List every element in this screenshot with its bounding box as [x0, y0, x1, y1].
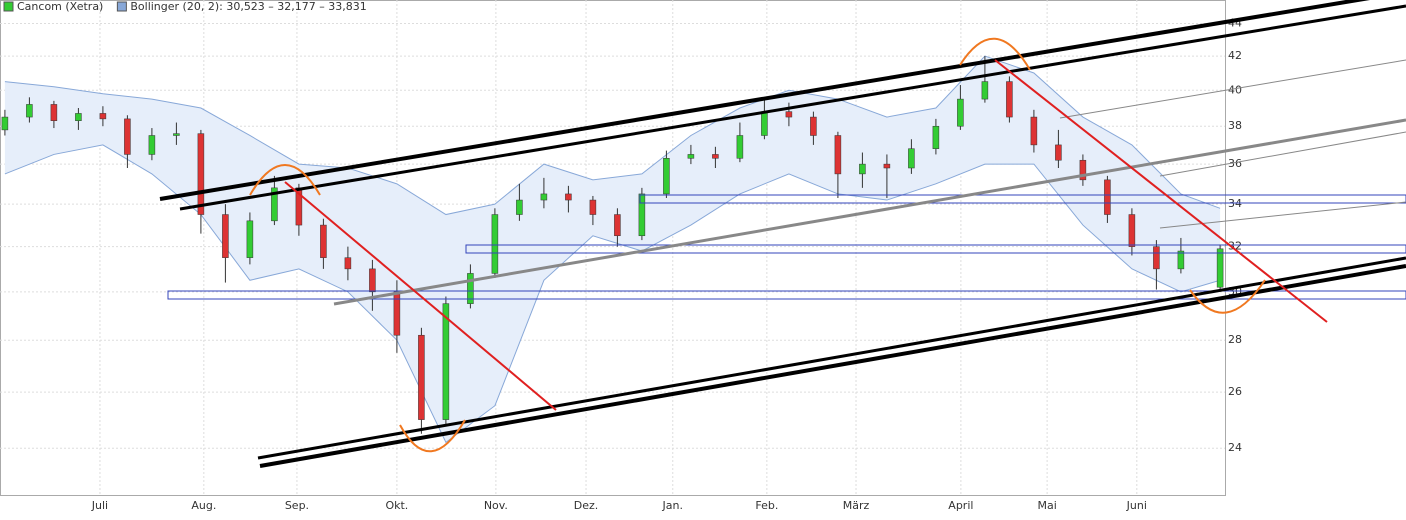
candle-body — [75, 113, 82, 121]
x-tick-label: Dez. — [574, 499, 599, 512]
y-tick-label: 28 — [1228, 333, 1242, 346]
candle-body — [1030, 116, 1038, 146]
legend: Cancom (Xetra) Bollinger (20, 2): 30,523 … — [3, 0, 367, 13]
candle-body — [418, 334, 425, 420]
candle-body — [442, 303, 450, 420]
x-tick-label: Nov. — [484, 499, 508, 512]
x-tick-label: Juni — [1126, 499, 1147, 512]
candle-body — [344, 257, 352, 270]
x-tick-label: Okt. — [385, 499, 408, 512]
candle-body — [369, 268, 376, 293]
x-tick-label: Juli — [91, 499, 108, 512]
candle-body — [712, 154, 719, 159]
candle-body — [638, 193, 646, 237]
candle-body — [614, 214, 621, 237]
x-tick-label: April — [948, 499, 973, 512]
candle-body — [50, 104, 58, 121]
candle-body — [246, 220, 254, 258]
candle-body — [222, 214, 229, 258]
candle-body — [834, 135, 842, 175]
x-tick-label: Jan. — [662, 499, 683, 512]
candle-body — [173, 133, 180, 136]
candle-body — [981, 81, 989, 100]
candle-body — [320, 224, 327, 258]
candle-body — [1079, 159, 1087, 181]
y-tick-label: 32 — [1228, 240, 1242, 253]
x-tick-label: Aug. — [191, 499, 216, 512]
candle-body — [491, 214, 499, 274]
candle-body — [859, 163, 866, 175]
x-tick-label: Feb. — [755, 499, 778, 512]
y-tick-label: 36 — [1228, 157, 1242, 170]
y-tick-label: 26 — [1228, 385, 1242, 398]
candle-body — [467, 273, 474, 304]
candle-body — [1055, 144, 1062, 161]
candle-body — [761, 111, 768, 136]
candle-body — [736, 135, 744, 159]
candle-body — [1177, 250, 1185, 270]
candle-body — [99, 113, 107, 120]
legend-label: Bollinger (20, 2): 30,523 – 32,177 – 33,… — [130, 0, 366, 13]
candle-body — [26, 104, 33, 118]
legend-label: Cancom (Xetra) — [17, 0, 103, 13]
candle-body — [785, 111, 793, 118]
y-tick-label: 42 — [1228, 49, 1242, 62]
y-tick-label: 40 — [1228, 83, 1242, 96]
candle-body — [1216, 248, 1224, 288]
candle-body — [271, 187, 278, 222]
candle-body — [124, 118, 131, 155]
candle-body — [908, 148, 915, 169]
candle-body — [1, 116, 9, 131]
candle-body — [393, 291, 401, 336]
candle-body — [197, 133, 205, 215]
candle-body — [1128, 214, 1136, 247]
drawings — [159, 0, 1406, 468]
candle-body — [932, 125, 940, 149]
candle-body — [565, 193, 572, 201]
x-tick-label: Mai — [1037, 499, 1056, 512]
candle-body — [957, 98, 964, 127]
x-tick-label: März — [843, 499, 870, 512]
legend-swatch — [116, 1, 127, 12]
x-tick-label: Sep. — [285, 499, 309, 512]
candle-body — [1006, 81, 1013, 118]
candle-body — [687, 154, 695, 159]
y-tick-label: 24 — [1228, 441, 1242, 454]
candle-body — [883, 163, 891, 169]
y-tick-label: 38 — [1228, 119, 1242, 132]
candle-body — [663, 158, 670, 195]
y-tick-label: 34 — [1228, 197, 1242, 210]
candle-body — [540, 193, 548, 201]
candle-body — [589, 199, 597, 215]
plot-frame — [0, 0, 1226, 496]
candle-body — [516, 199, 523, 215]
bollinger-band — [4, 56, 1221, 443]
legend-swatch — [3, 1, 14, 12]
candle-body — [148, 135, 156, 155]
candle-body — [810, 116, 817, 136]
candle-body — [1104, 179, 1111, 215]
candle-body — [1153, 246, 1160, 270]
